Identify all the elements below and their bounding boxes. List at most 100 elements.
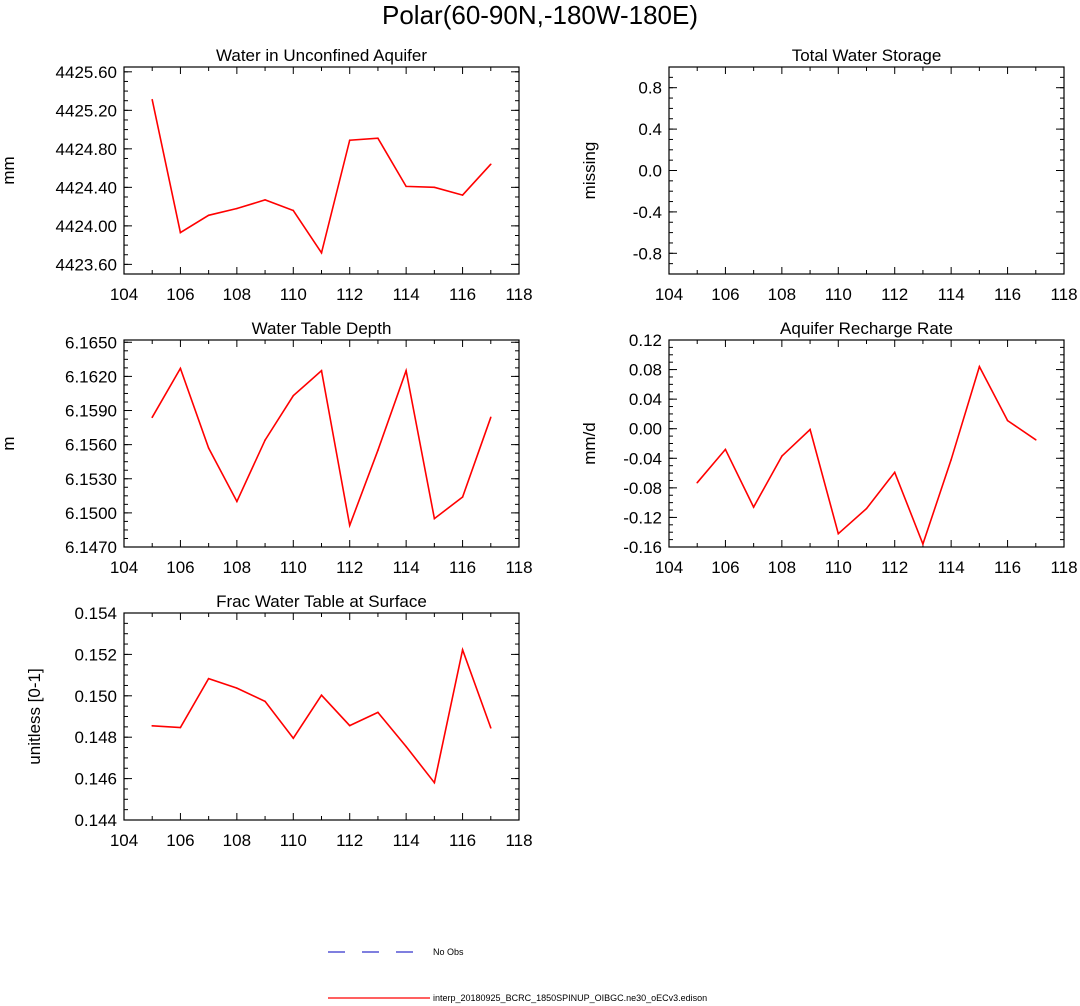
- y-tick-label: 0.144: [74, 811, 117, 830]
- data-point: [348, 724, 351, 727]
- y-axis-label: missing: [580, 142, 599, 200]
- data-point: [837, 532, 840, 535]
- data-point: [377, 137, 379, 140]
- y-tick-label: -0.16: [623, 538, 662, 557]
- y-tick-label: 0.04: [629, 390, 662, 409]
- data-point: [151, 98, 154, 101]
- data-point: [236, 687, 238, 689]
- figure-title: Polar(60-90N,-180W-180E): [382, 0, 698, 30]
- x-tick-label: 112: [881, 558, 908, 577]
- x-tick-label: 114: [393, 285, 420, 304]
- data-point: [809, 428, 811, 431]
- x-tick-label: 114: [938, 558, 965, 577]
- x-tick-label: 114: [938, 285, 965, 304]
- data-point: [461, 649, 464, 651]
- y-tick-label: 0.148: [74, 728, 117, 747]
- x-tick-label: 116: [449, 285, 476, 304]
- x-tick-label: 112: [881, 285, 908, 304]
- panel-frac-water-table-at-surface: Frac Water Table at Surface 104 106 108 110 1…: [25, 592, 533, 850]
- x-tick-label: 104: [110, 558, 138, 577]
- data-point: [377, 711, 379, 714]
- plot-frame: [668, 339, 1065, 548]
- data-point: [348, 139, 351, 141]
- y-tick-label: 0.8: [638, 79, 662, 98]
- data-point: [207, 677, 210, 680]
- x-tick-label: 114: [393, 831, 420, 850]
- x-tick-label: 104: [655, 285, 683, 304]
- x-tick-label: 106: [166, 831, 194, 850]
- data-point: [922, 543, 924, 545]
- data-point: [781, 455, 783, 457]
- data-point: [893, 471, 896, 474]
- x-tick-label: 116: [449, 558, 476, 577]
- plot-frame: [123, 66, 520, 275]
- data-point: [264, 199, 266, 201]
- y-tick-label: 4424.00: [56, 217, 117, 236]
- data-point: [236, 500, 238, 503]
- y-tick-label: 4424.80: [56, 140, 117, 159]
- data-point: [405, 185, 407, 188]
- x-tick-label: 118: [1050, 285, 1077, 304]
- x-tick-label: 116: [994, 285, 1021, 304]
- series-line-aquifer-recharge-rate: [696, 364, 1037, 547]
- x-tick-label: 118: [1050, 558, 1077, 577]
- x-tick-label: 108: [768, 285, 796, 304]
- data-point: [461, 496, 464, 498]
- y-tick-label: 6.1650: [65, 333, 117, 352]
- y-axis-label: unitless [0-1]: [25, 668, 44, 764]
- plot-frame: [668, 66, 1065, 275]
- x-tick-label: 106: [711, 285, 739, 304]
- x-tick-label: 112: [336, 558, 363, 577]
- data-point: [461, 194, 464, 196]
- data-point: [405, 745, 407, 748]
- x-tick-label: 118: [505, 831, 532, 850]
- x-tick-label: 118: [505, 558, 532, 577]
- data-point: [179, 726, 182, 729]
- panel-title: Water Table Depth: [252, 319, 392, 338]
- y-tick-label: 6.1590: [65, 402, 117, 421]
- x-tick-label: 112: [336, 831, 363, 850]
- y-tick-label: 6.1530: [65, 470, 117, 489]
- y-tick-label: 0.0: [638, 162, 662, 181]
- y-tick-label: -0.8: [633, 244, 662, 263]
- data-point: [320, 694, 323, 696]
- y-tick-label: 4425.20: [56, 101, 117, 120]
- x-tick-label: 104: [110, 831, 138, 850]
- data-point: [405, 369, 407, 372]
- data-point: [724, 448, 727, 451]
- series-line-water-in-unconfined-aquifer: [151, 99, 492, 255]
- data-point: [264, 700, 266, 703]
- panel-title: Total Water Storage: [792, 46, 942, 65]
- data-point: [752, 506, 755, 508]
- panel-title: Frac Water Table at Surface: [216, 592, 427, 611]
- x-tick-label: 114: [393, 558, 420, 577]
- data-point: [696, 481, 699, 484]
- y-axis-label: m: [0, 436, 18, 450]
- y-tick-label: -0.4: [633, 203, 662, 222]
- x-tick-label: 104: [655, 558, 683, 577]
- legend: No Obs interp_20180925_BCRC_1850SPINUP_O…: [328, 947, 707, 1003]
- y-tick-label: 6.1620: [65, 367, 117, 386]
- data-point: [1034, 439, 1037, 441]
- data-point: [292, 737, 295, 740]
- x-tick-label: 108: [223, 831, 251, 850]
- y-tick-label: 0.4: [638, 120, 662, 139]
- x-tick-label: 106: [166, 558, 194, 577]
- x-tick-label: 110: [825, 285, 852, 304]
- y-tick-label: 0.152: [74, 645, 117, 664]
- panel-total-water-storage: Total Water Storage 104 106 108 110 112 114 116…: [580, 46, 1078, 304]
- data-point: [433, 781, 436, 784]
- data-point: [179, 231, 182, 234]
- y-tick-label: 0.154: [74, 604, 117, 623]
- x-tick-label: 108: [223, 558, 251, 577]
- data-point: [489, 163, 492, 166]
- x-tick-label: 112: [336, 285, 363, 304]
- x-tick-label: 106: [711, 558, 739, 577]
- data-point: [865, 507, 868, 510]
- y-tick-label: 6.1560: [65, 436, 117, 455]
- panel-aquifer-recharge-rate: Aquifer Recharge Rate 104 106 108 110 112 114 1…: [580, 319, 1078, 577]
- data-point: [1006, 419, 1009, 422]
- legend-model-label: interp_20180925_BCRC_1850SPINUP_OIBGC.ne…: [433, 993, 707, 1003]
- data-point: [489, 727, 492, 729]
